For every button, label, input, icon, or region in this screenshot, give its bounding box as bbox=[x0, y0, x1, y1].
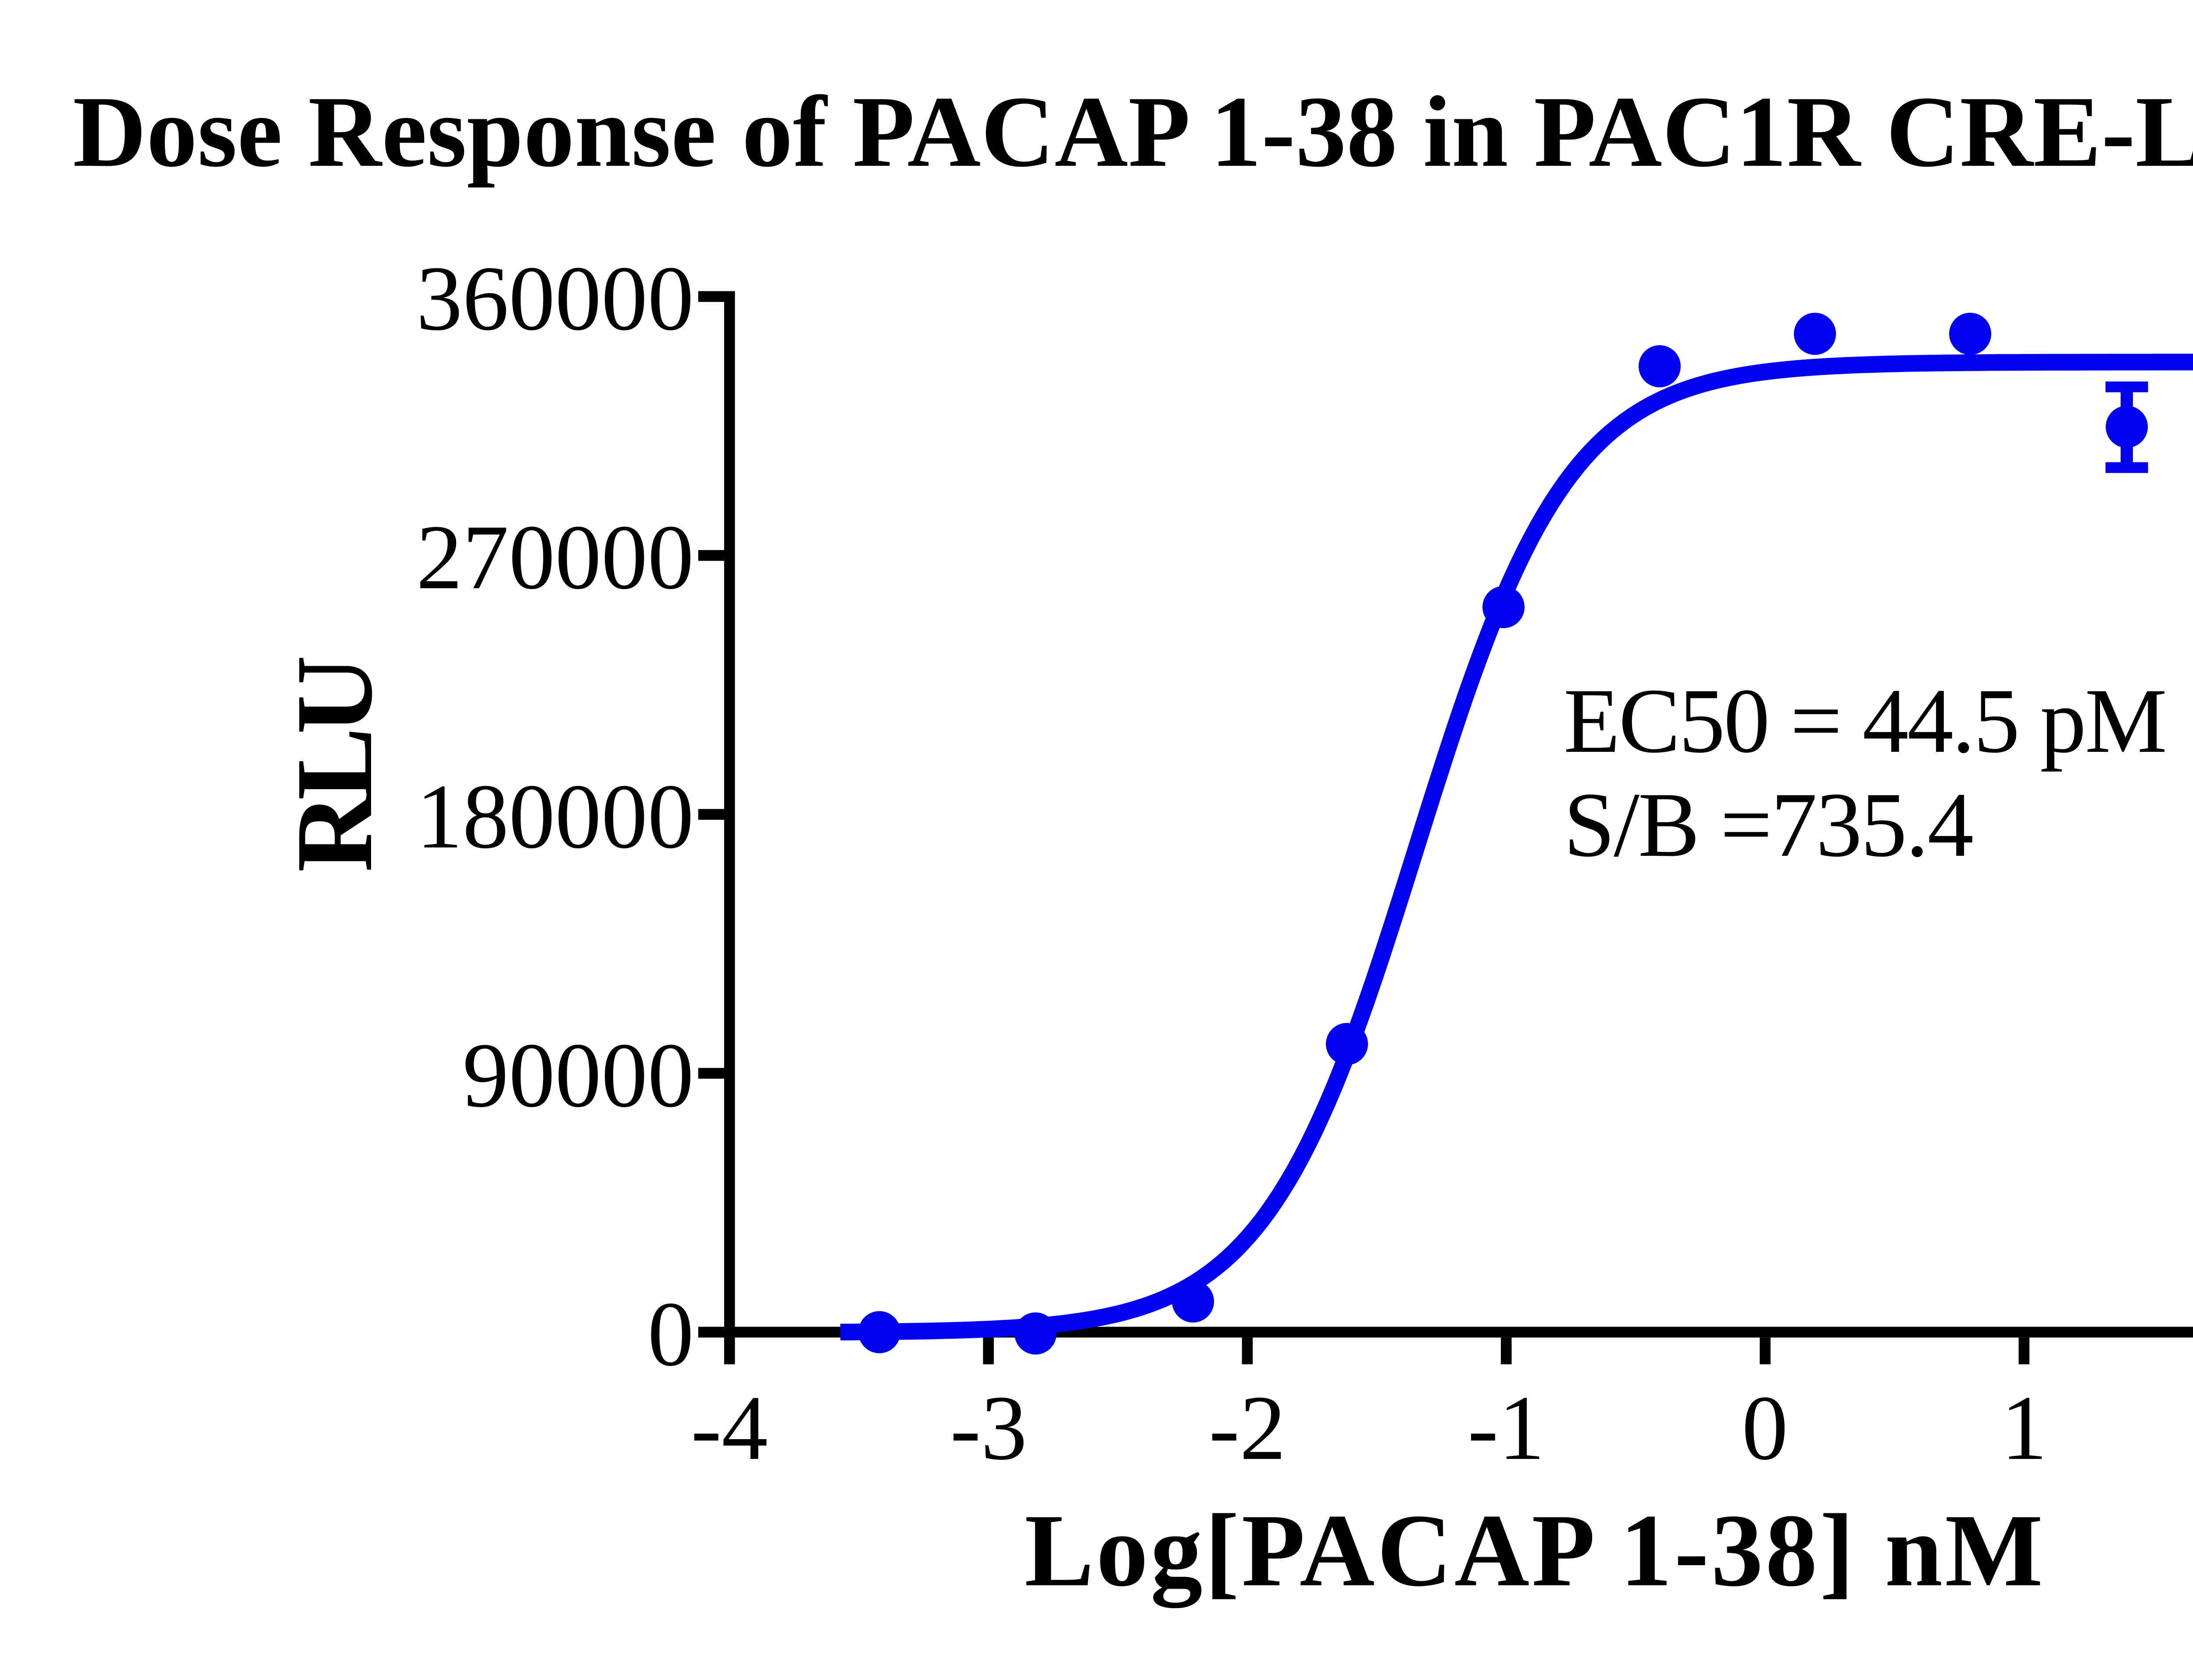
svg-text:-3: -3 bbox=[950, 1376, 1027, 1479]
svg-text:Log[PACAP 1-38] nM: Log[PACAP 1-38] nM bbox=[1025, 1493, 2043, 1608]
svg-text:270000: 270000 bbox=[416, 506, 694, 608]
svg-text:EC50 = 44.5 pM: EC50 = 44.5 pM bbox=[1564, 669, 2167, 772]
svg-text:Dose Response of PACAP 1-38 in: Dose Response of PACAP 1-38 in PAC1R CRE… bbox=[73, 75, 2193, 188]
svg-text:180000: 180000 bbox=[416, 765, 694, 868]
svg-text:-4: -4 bbox=[691, 1376, 768, 1479]
svg-text:RLU: RLU bbox=[274, 655, 395, 872]
svg-text:-1: -1 bbox=[1468, 1376, 1545, 1479]
svg-text:1: 1 bbox=[2001, 1376, 2047, 1479]
svg-text:-2: -2 bbox=[1209, 1376, 1286, 1479]
svg-text:0: 0 bbox=[648, 1283, 694, 1385]
svg-text:360000: 360000 bbox=[416, 247, 694, 350]
svg-text:0: 0 bbox=[1742, 1376, 1788, 1479]
svg-text:S/B =735.4: S/B =735.4 bbox=[1564, 773, 1974, 876]
svg-text:90000: 90000 bbox=[463, 1024, 694, 1126]
